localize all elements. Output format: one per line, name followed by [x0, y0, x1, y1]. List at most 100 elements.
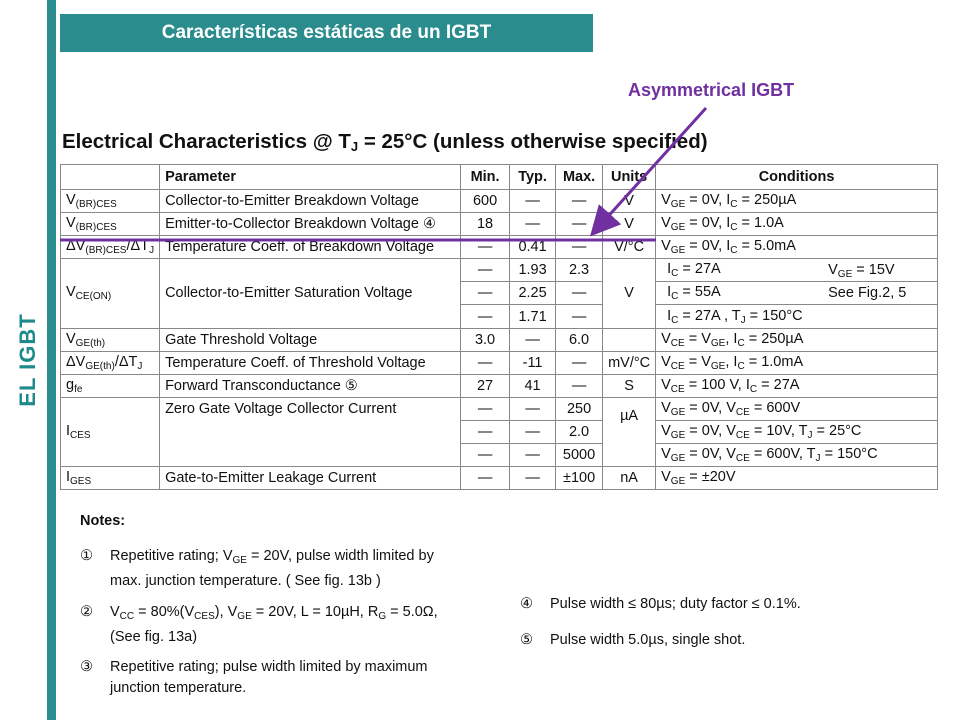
cell-symbol: ΔVGE(th)/ΔTJ [59, 350, 161, 375]
cell-max: — [555, 373, 604, 398]
annotation-label: Asymmetrical IGBT [628, 80, 795, 100]
cell-units: nA [602, 466, 657, 491]
cell-parameter: Gate Threshold Voltage [159, 327, 462, 352]
note-item: ④ Pulse width ≤ 80µs; duty factor ≤ 0.1%. [520, 594, 801, 615]
cell-units [602, 327, 657, 352]
cell-parameter: Collector-to-Emitter Breakdown Voltage [159, 188, 462, 214]
cell-min: — [460, 258, 511, 283]
cell-max: 6.0 [555, 327, 604, 352]
table-row: ΔV(BR)CES/ΔTJ Temperature Coeff. of Break… [59, 235, 938, 260]
note-number: ⑤ [520, 632, 533, 648]
cell-max: — [555, 304, 604, 329]
cell-conditions: VCE = VGE, IC = 1.0mA [655, 350, 938, 375]
cell-max: — [555, 235, 604, 260]
col-typ: Typ. [509, 164, 557, 190]
table-row: V(BR)CES Collector-to-Emitter Breakdown V… [59, 188, 938, 214]
table-row: — —2.0 VGE = 0V, VCE = 10V, TJ = 25°C [61, 419, 938, 445]
cell-typ: — [509, 466, 557, 491]
side-accent-bar [47, 0, 56, 720]
cell-conditions: VGE = ±20V [655, 466, 938, 491]
side-condition-vge: VGE = 15V [828, 262, 895, 281]
cell-parameter: Collector-to-Emitter Saturation Voltage [159, 258, 462, 329]
cell-conditions: VCE = 100 V, IC = 27A [655, 373, 938, 398]
cell-min: — [460, 350, 511, 375]
col-symbol [59, 164, 161, 190]
table-heading: Electrical Characteristics @ TJ = 25°C (… [62, 130, 708, 154]
note-number: ④ [520, 596, 533, 612]
cell-min: 3.0 [460, 327, 511, 352]
cell-max: 5000 [555, 443, 604, 468]
cell-conditions: IC = 55A See Fig.2, 5 [655, 281, 938, 306]
table-body: V(BR)CES Collector-to-Emitter Breakdown V… [59, 188, 938, 491]
note-text: Pulse width ≤ 80µs; duty factor ≤ 0.1%. [550, 596, 801, 612]
cell-typ: — [509, 443, 557, 468]
cell-min: — [460, 419, 511, 445]
cell-parameter: Temperature Coeff. of Threshold Voltage [159, 350, 462, 375]
slide-title: Características estáticas de un IGBT [60, 14, 593, 52]
note-text: Repetitive rating; pulse width limited b… [110, 659, 428, 696]
cell-symbol: ICES [59, 396, 161, 468]
cell-parameter: Gate-to-Emitter Leakage Current [159, 466, 462, 491]
cell-typ: 41 [509, 373, 557, 398]
notes-title: Notes: [80, 513, 126, 529]
note-number: ① [80, 548, 93, 564]
col-units: Units [602, 164, 657, 190]
cell-conditions: VGE = 0V, IC = 5.0mA [655, 235, 938, 260]
table-row: IGES Gate-to-Emitter Leakage Current — — ±10… [59, 466, 938, 491]
cell-conditions: VCE = VGE, IC = 250µA [655, 327, 938, 352]
side-label: EL IGBT [15, 313, 40, 407]
col-max: Max. [555, 164, 604, 190]
cell-typ: — [509, 212, 557, 237]
table-row: V(BR)CES Emitter-to-Collector Breakdown V… [59, 212, 938, 237]
col-conditions: Conditions [655, 164, 938, 190]
cell-units: S [602, 373, 657, 398]
note-number: ③ [80, 659, 93, 675]
note-text: VCC = 80%(VCES), VGE = 20V, L = 10µH, RG… [110, 604, 438, 645]
table-row: ΔVGE(th)/ΔTJ Temperature Coeff. of Thresh… [59, 350, 938, 375]
cell-conditions: VGE = 0V, IC = 1.0A [655, 212, 938, 237]
cell-symbol: VGE(th) [59, 327, 161, 352]
cell-symbol: ΔV(BR)CES/ΔTJ [59, 235, 161, 260]
cell-units: V [602, 258, 657, 329]
cell-min: — [460, 466, 511, 491]
cell-parameter: Forward Transconductance ⑤ [159, 373, 462, 398]
cell-min: 600 [460, 188, 511, 214]
cell-min: — [460, 281, 511, 306]
table-row: —1.71— IC = 27A , TJ = 150°C [61, 304, 938, 329]
note-text: Repetitive rating; VGE = 20V, pulse widt… [110, 548, 434, 589]
cell-symbol: gfe [59, 373, 161, 398]
cell-units: V [602, 212, 657, 237]
note-item: ③ Repetitive rating; pulse width limited … [80, 657, 428, 699]
cell-conditions: IC = 27A VGE = 15V [655, 258, 938, 283]
cell-parameter: Zero Gate Voltage Collector Current [159, 396, 462, 468]
cell-typ: — [509, 396, 557, 421]
cell-max: 250 [555, 396, 604, 421]
cell-max: — [555, 281, 604, 306]
note-text: Pulse width 5.0µs, single shot. [550, 632, 746, 648]
cell-units: mV/°C [602, 350, 657, 375]
cell-typ: 2.25 [509, 281, 557, 306]
cell-parameter: Emitter-to-Collector Breakdown Voltage ④ [159, 212, 462, 237]
cell-parameter: Temperature Coeff. of Breakdown Voltage [159, 235, 462, 260]
table-row: VCE(ON) Collector-to-Emitter Saturation V… [59, 258, 938, 329]
cell-min: — [460, 304, 511, 329]
cell-min: — [460, 443, 511, 468]
cell-symbol: V(BR)CES [59, 212, 161, 237]
cell-max: 2.3 [555, 258, 604, 283]
note-item: ① Repetitive rating; VGE = 20V, pulse wid… [80, 546, 434, 592]
cell-symbol: V(BR)CES [59, 188, 161, 214]
cell-units: µA [602, 396, 657, 468]
side-condition-fig: See Fig.2, 5 [828, 285, 907, 302]
cell-max: ±100 [555, 466, 604, 491]
cell-typ: -11 [509, 350, 557, 375]
cell-conditions: IC = 27A , TJ = 150°C [655, 304, 938, 329]
electrical-characteristics-table: Parameter Min. Typ. Max. Units Condition… [59, 164, 938, 491]
note-number: ② [80, 604, 93, 620]
table-header-row: Parameter Min. Typ. Max. Units Condition… [59, 164, 938, 190]
cell-units: V [602, 188, 657, 214]
table-row: gfe Forward Transconductance ⑤ 27 41— S VCE =… [59, 373, 938, 398]
table-row: ICES Zero Gate Voltage Collector Current —… [59, 396, 938, 468]
cell-typ: — [509, 188, 557, 214]
cell-units: V/°C [602, 235, 657, 260]
cell-typ: 1.71 [509, 304, 557, 329]
